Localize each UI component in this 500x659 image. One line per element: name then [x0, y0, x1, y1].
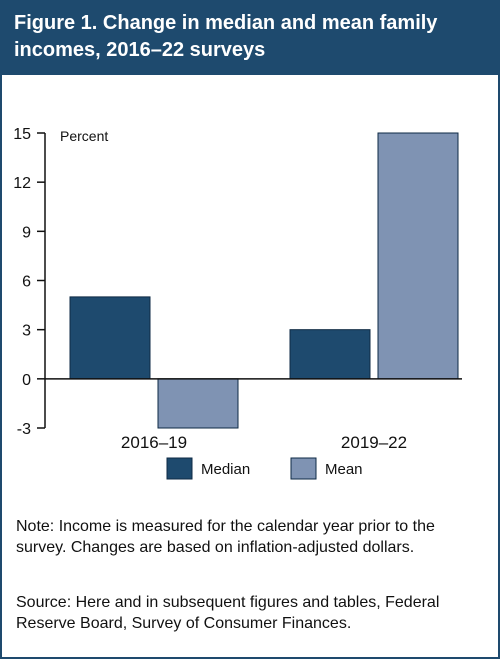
y-unit-label: Percent	[60, 128, 108, 144]
legend-label-mean: Mean	[325, 461, 363, 478]
bar-median-2	[289, 329, 371, 380]
y-tick-label: 0	[22, 372, 31, 389]
figure-title: Figure 1. Change in median and mean fami…	[14, 12, 438, 61]
y-tick-label: 15	[13, 126, 31, 143]
bar-mean-1	[157, 378, 239, 429]
legend-swatch-median	[166, 457, 193, 480]
bar-median-1	[69, 296, 151, 380]
x-category-label: 2016–19	[121, 433, 187, 452]
bar-mean-2	[377, 132, 459, 380]
legend-label-median: Median	[201, 461, 250, 478]
x-category-label: 2019–22	[341, 433, 407, 452]
y-tick-label: 3	[22, 323, 31, 340]
figure-note: Note: Income is measured for the calenda…	[16, 518, 435, 556]
y-tick-label: -3	[17, 421, 31, 438]
figure-header: Figure 1. Change in median and mean fami…	[2, 2, 498, 75]
y-tick-label: 6	[22, 274, 31, 291]
figure-source: Source: Here and in subsequent figures a…	[16, 594, 440, 632]
y-tick-label: 12	[13, 175, 31, 192]
y-tick-label: 9	[22, 224, 31, 241]
bar-chart: 15 12 9 6 3 0 -3 2016–19 2019–22 Percent Median M…	[13, 126, 462, 480]
legend-swatch-mean	[290, 457, 317, 480]
